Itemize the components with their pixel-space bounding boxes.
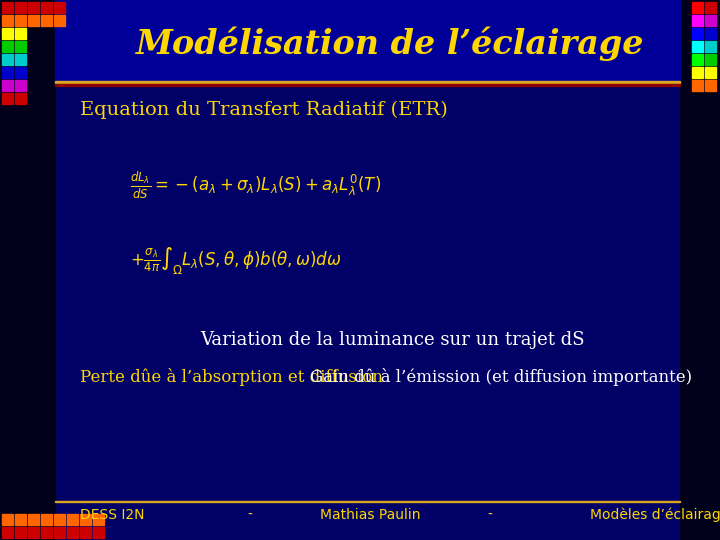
Bar — [692, 2, 703, 13]
Bar — [2, 67, 13, 78]
Bar — [692, 41, 703, 52]
Bar — [28, 514, 39, 525]
Bar — [2, 54, 13, 65]
Bar — [680, 0, 720, 540]
Bar — [55, 84, 680, 86]
Bar — [705, 2, 716, 13]
Bar — [15, 67, 26, 78]
Bar — [705, 15, 716, 26]
Bar — [55, 0, 680, 80]
Bar — [80, 514, 91, 525]
Bar — [2, 80, 13, 91]
Bar — [2, 41, 13, 52]
Bar — [55, 80, 680, 83]
Bar — [692, 80, 703, 91]
Bar — [15, 2, 26, 13]
Bar — [15, 527, 26, 538]
Bar — [2, 93, 13, 104]
Text: $\frac{dL_\lambda}{dS} = -(a_\lambda + \sigma_\lambda)L_\lambda(S) + a_\lambda L: $\frac{dL_\lambda}{dS} = -(a_\lambda + \… — [130, 170, 381, 201]
Bar — [80, 527, 91, 538]
Bar — [55, 501, 680, 502]
Bar — [67, 527, 78, 538]
Bar — [692, 54, 703, 65]
Bar — [2, 527, 13, 538]
Bar — [54, 2, 65, 13]
Bar — [28, 15, 39, 26]
Bar — [2, 15, 13, 26]
Bar — [93, 514, 104, 525]
Bar — [28, 527, 39, 538]
Bar — [41, 15, 52, 26]
Bar — [41, 2, 52, 13]
Bar — [54, 527, 65, 538]
Text: $+ \frac{\sigma_\lambda}{4\pi} \int_\Omega L_\lambda(S,\theta,\phi)b(\theta,\ome: $+ \frac{\sigma_\lambda}{4\pi} \int_\Ome… — [130, 245, 341, 275]
Bar — [2, 2, 13, 13]
Text: -: - — [487, 508, 492, 522]
Bar — [28, 2, 39, 13]
Bar — [692, 15, 703, 26]
Bar — [15, 28, 26, 39]
Bar — [15, 80, 26, 91]
Bar — [2, 514, 13, 525]
Bar — [692, 28, 703, 39]
Bar — [54, 15, 65, 26]
Bar — [15, 514, 26, 525]
Bar — [705, 67, 716, 78]
Text: DESS I2N: DESS I2N — [80, 508, 145, 522]
Bar — [705, 28, 716, 39]
Bar — [692, 67, 703, 78]
Bar — [15, 54, 26, 65]
Text: Variation de la luminance sur un trajet dS: Variation de la luminance sur un trajet … — [200, 331, 585, 349]
Bar — [41, 514, 52, 525]
Bar — [705, 54, 716, 65]
Text: Equation du Transfert Radiatif (ETR): Equation du Transfert Radiatif (ETR) — [80, 101, 448, 119]
Text: -: - — [248, 508, 253, 522]
Bar — [15, 93, 26, 104]
Bar — [705, 80, 716, 91]
Bar — [54, 514, 65, 525]
Text: Modélisation de l’éclairage: Modélisation de l’éclairage — [136, 27, 644, 61]
Bar — [705, 41, 716, 52]
Bar — [93, 527, 104, 538]
Bar — [15, 41, 26, 52]
Text: Mathias Paulin: Mathias Paulin — [320, 508, 420, 522]
Bar — [0, 0, 55, 540]
Bar — [2, 28, 13, 39]
Text: Perte dûe à l’absorption et diffusion: Perte dûe à l’absorption et diffusion — [80, 368, 383, 386]
Text: Gain dû à l’émission (et diffusion importante): Gain dû à l’émission (et diffusion impor… — [310, 368, 692, 386]
Bar — [41, 527, 52, 538]
Bar — [15, 15, 26, 26]
Text: Modèles d’éclairage: Modèles d’éclairage — [590, 508, 720, 522]
Bar — [67, 514, 78, 525]
